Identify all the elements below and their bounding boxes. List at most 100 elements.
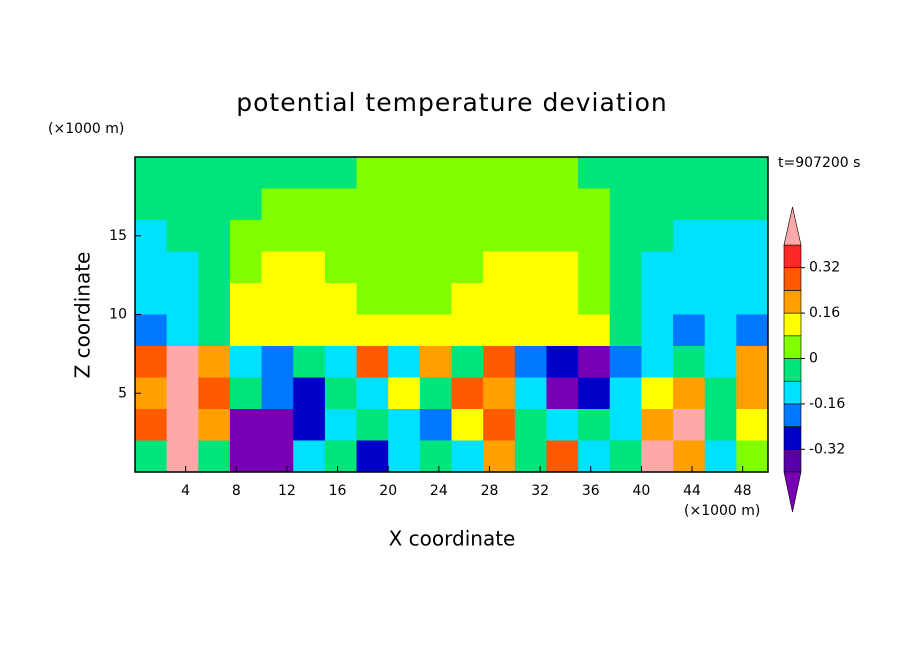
contour-cell [229, 283, 263, 315]
contour-cell [135, 440, 168, 473]
contour-cell [578, 188, 611, 221]
contour-cell [514, 220, 547, 252]
contour-cell [578, 157, 611, 189]
contour-cell [293, 220, 326, 252]
contour-cell [261, 440, 294, 473]
contour-cell [356, 188, 389, 221]
contour-cell [578, 220, 611, 252]
contour-cell [641, 440, 674, 473]
colorbar-tick-label: 0.32 [809, 260, 840, 276]
y-tick-label: 15 [109, 228, 127, 244]
colorbar-box [783, 403, 802, 427]
colorbar-box [783, 380, 802, 405]
contour-cell [736, 409, 769, 441]
contour-cell [483, 188, 516, 221]
contour-cell [641, 346, 674, 378]
contour-cell [578, 440, 611, 473]
colorbar-box [783, 335, 802, 359]
contour-cell [324, 251, 358, 284]
x-tick-label: 32 [531, 483, 549, 499]
contour-cell [419, 409, 452, 441]
contour-cell [483, 314, 516, 347]
colorbar-box [783, 312, 802, 337]
contour-cell [419, 440, 452, 473]
y-axis-label: Z coordinate [71, 252, 95, 379]
contour-cell [293, 188, 326, 221]
contour-cell [514, 409, 547, 441]
contour-cell [135, 188, 168, 221]
contour-cell [419, 220, 452, 252]
contour-cell [673, 409, 706, 441]
contour-cell [609, 283, 642, 315]
contour-cell [261, 188, 294, 221]
contour-cell [419, 346, 452, 378]
contour-cell [229, 220, 263, 252]
contour-cell [135, 409, 168, 441]
contour-cell [261, 409, 294, 441]
contour-cell [673, 283, 706, 315]
x-tick-label: 12 [278, 483, 296, 499]
y-tick-label: 10 [109, 307, 127, 323]
contour-cell [388, 283, 421, 315]
contour-cell [419, 283, 452, 315]
contour-cell [166, 283, 199, 315]
x-tick-label: 28 [481, 483, 499, 499]
x-tick-label: 8 [232, 483, 241, 499]
contour-cell [388, 220, 421, 252]
contour-cell [704, 377, 737, 410]
colorbar-tick-label: 0 [809, 351, 818, 367]
contour-cell [736, 346, 769, 378]
contour-cell [673, 157, 706, 189]
contour-cell [388, 377, 421, 410]
contour-cell [229, 346, 263, 378]
contour-cell [166, 220, 199, 252]
x-tick-label: 24 [430, 483, 448, 499]
contour-cell [546, 346, 579, 378]
contour-cell [673, 377, 706, 410]
contour-cell [419, 157, 452, 189]
contour-cell [198, 314, 231, 347]
contour-cell [609, 346, 642, 378]
contour-cell [736, 157, 769, 189]
contour-cell [198, 440, 231, 473]
contour-cell [419, 377, 452, 410]
contour-cell [609, 157, 642, 189]
contour-cell [578, 377, 611, 410]
contour-cell [356, 409, 389, 441]
colorbar-tick-label: -0.32 [809, 441, 845, 457]
contour-cell [578, 346, 611, 378]
contour-cell [704, 283, 737, 315]
axes: 4 8 12 16 20 24 28 32 36 40 44 4851015-0.32-0.1600.… [109, 156, 845, 513]
contour-cell [609, 314, 642, 347]
contour-cell [546, 283, 579, 315]
contour-cell [609, 220, 642, 252]
contour-cell [736, 283, 769, 315]
contour-cell [229, 314, 263, 347]
contour-cell [609, 188, 642, 221]
contour-cell [546, 157, 579, 189]
contour-cell [324, 346, 358, 378]
contour-cell [673, 220, 706, 252]
contour-cell [293, 377, 326, 410]
contour-cell [673, 314, 706, 347]
contour-cell [198, 377, 231, 410]
contour-cell [641, 188, 674, 221]
contour-cell [356, 377, 389, 410]
contour-cell [736, 377, 769, 410]
contour-cell [388, 251, 421, 284]
contour-cell [261, 314, 294, 347]
x-tick-label: 48 [734, 483, 752, 499]
contour-cell [324, 440, 358, 473]
contour-cell [198, 409, 231, 441]
contour-cell [166, 314, 199, 347]
contour-cell [356, 440, 389, 473]
contour-cell [293, 440, 326, 473]
contour-cell [578, 251, 611, 284]
contour-cell [356, 220, 389, 252]
contour-cell [419, 314, 452, 347]
contour-cell [324, 377, 358, 410]
contour-cell [546, 377, 579, 410]
contour-cell [673, 188, 706, 221]
contour-cell [609, 409, 642, 441]
contour-cell [293, 346, 326, 378]
